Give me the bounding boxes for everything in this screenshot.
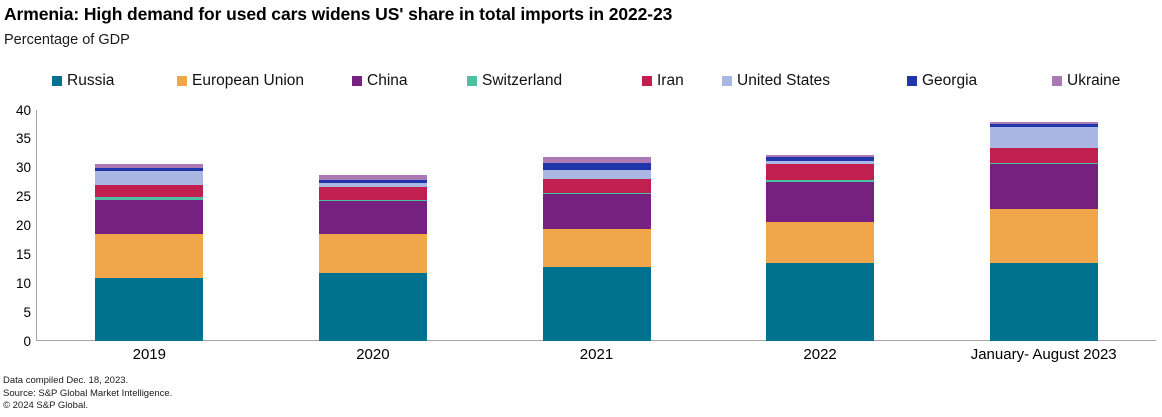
legend-label: Russia	[67, 72, 115, 90]
bar-segment-russia[interactable]	[766, 263, 875, 341]
bar-group[interactable]	[766, 110, 875, 341]
stacked-bar[interactable]	[318, 175, 427, 341]
legend-swatch-icon	[722, 76, 732, 86]
bar-segment-united-states[interactable]	[989, 127, 1098, 148]
bar-segment-european-union[interactable]	[95, 234, 204, 279]
bar-segment-china[interactable]	[542, 194, 651, 229]
legend-swatch-icon	[52, 76, 62, 86]
bar-segment-ukraine[interactable]	[95, 164, 204, 169]
legend-item-russia[interactable]: Russia	[52, 70, 114, 92]
legend-swatch-icon	[907, 76, 917, 86]
bar-group[interactable]	[95, 110, 204, 341]
stacked-bar[interactable]	[989, 122, 1098, 341]
bar-segment-georgia[interactable]	[766, 156, 875, 161]
y-axis-tick-label: 15	[15, 246, 31, 262]
footer-line-compiled: Data compiled Dec. 18, 2023.	[3, 375, 129, 386]
footer-line-source: Source: S&P Global Market Intelligence.	[3, 387, 173, 399]
bar-segment-ukraine[interactable]	[989, 122, 1098, 124]
legend-item-georgia[interactable]: Georgia	[907, 70, 977, 92]
bar-segment-switzerland[interactable]	[95, 197, 204, 200]
legend-item-european-union[interactable]: European Union	[177, 70, 304, 92]
legend-swatch-icon	[177, 76, 187, 86]
y-axis: 0 5 10 15 20 25 30 35 40	[0, 100, 31, 351]
stacked-bar[interactable]	[95, 164, 204, 341]
y-axis-tick-label: 10	[15, 275, 31, 291]
chart-footer: Data compiled Dec. 18, 2023. Source: S&P…	[3, 375, 172, 413]
legend-label: Georgia	[922, 72, 978, 90]
bar-segment-china[interactable]	[95, 199, 204, 235]
bar-segment-ukraine[interactable]	[318, 175, 427, 180]
bar-segment-united-states[interactable]	[318, 183, 427, 188]
y-axis-tick-label: 30	[15, 160, 31, 176]
bar-segment-iran[interactable]	[989, 147, 1098, 163]
bar-group[interactable]	[989, 110, 1098, 341]
bar-segment-iran[interactable]	[766, 164, 875, 180]
legend-swatch-icon	[467, 76, 477, 86]
y-axis-tick-label: 25	[15, 189, 31, 205]
x-axis-tick-label: 2021	[579, 346, 614, 363]
chart-subtitle: Percentage of GDP	[4, 32, 130, 48]
bar-group[interactable]	[318, 110, 427, 341]
legend-item-switzerland[interactable]: Switzerland	[467, 70, 562, 92]
bar-segment-switzerland[interactable]	[766, 179, 875, 182]
legend-swatch-icon	[1052, 76, 1062, 86]
footer-line-copyright: © 2024 S&P Global.	[3, 400, 88, 411]
bar-segment-georgia[interactable]	[95, 168, 204, 172]
bar-segment-russia[interactable]	[989, 263, 1098, 341]
y-axis-tick-label: 40	[15, 102, 31, 118]
stacked-bar[interactable]	[766, 155, 875, 341]
bar-segment-iran[interactable]	[95, 184, 204, 198]
legend-swatch-icon	[642, 76, 652, 86]
x-axis-tick-label: 2022	[803, 346, 837, 363]
bar-segment-iran[interactable]	[318, 187, 427, 200]
legend-label: China	[367, 72, 408, 90]
legend-label: Iran	[657, 72, 684, 90]
bar-segment-european-union[interactable]	[989, 209, 1098, 264]
x-axis: 2019 2020 2021 2022 January- August 2023	[38, 346, 1156, 370]
bar-segment-russia[interactable]	[95, 278, 204, 341]
legend-label: Switzerland	[482, 72, 563, 90]
bar-segment-georgia[interactable]	[989, 123, 1098, 128]
chart-title: Armenia: High demand for used cars widen…	[4, 4, 673, 24]
bar-segment-switzerland[interactable]	[989, 162, 1098, 165]
bar-segment-ukraine[interactable]	[766, 155, 875, 157]
bar-segment-georgia[interactable]	[318, 179, 427, 184]
bar-segment-switzerland[interactable]	[318, 199, 427, 202]
bar-segment-iran[interactable]	[542, 178, 651, 193]
y-axis-tick-label: 35	[15, 131, 31, 147]
bar-segment-united-states[interactable]	[766, 160, 875, 165]
bar-segment-georgia[interactable]	[542, 163, 651, 171]
legend-label: Ukraine	[1067, 72, 1121, 90]
bar-segment-ukraine[interactable]	[542, 157, 651, 164]
bar-segment-european-union[interactable]	[766, 222, 875, 264]
legend-item-united-states[interactable]: United States	[722, 70, 830, 92]
legend-item-china[interactable]: China	[352, 70, 408, 92]
legend-label: United States	[737, 72, 831, 90]
x-axis-tick-label: 2020	[356, 346, 390, 363]
bar-segment-european-union[interactable]	[542, 228, 651, 267]
bar-segment-united-states[interactable]	[95, 171, 204, 185]
stacked-bar[interactable]	[542, 157, 651, 341]
chart-legend: Russia European Union China Switzerland Iran…	[52, 70, 1152, 92]
bar-group[interactable]	[542, 110, 651, 341]
x-axis-tick-label: 2019	[132, 346, 166, 363]
x-axis-tick-label: January- August 2023	[970, 346, 1117, 363]
y-axis-tick-label: 5	[23, 304, 31, 320]
bar-segment-european-union[interactable]	[318, 233, 427, 273]
bar-segment-united-states[interactable]	[542, 170, 651, 179]
legend-item-iran[interactable]: Iran	[642, 70, 684, 92]
bars-layer	[38, 110, 1156, 341]
y-axis-tick-label: 0	[23, 333, 31, 349]
bar-segment-china[interactable]	[989, 164, 1098, 210]
legend-item-ukraine[interactable]: Ukraine	[1052, 70, 1120, 92]
y-axis-tick-label: 20	[15, 218, 31, 233]
legend-swatch-icon	[352, 76, 362, 86]
legend-label: European Union	[192, 72, 305, 90]
bar-segment-russia[interactable]	[542, 266, 651, 341]
bar-segment-china[interactable]	[766, 181, 875, 223]
bar-segment-russia[interactable]	[318, 272, 427, 341]
bar-segment-china[interactable]	[318, 201, 427, 234]
bar-segment-switzerland[interactable]	[542, 192, 651, 195]
